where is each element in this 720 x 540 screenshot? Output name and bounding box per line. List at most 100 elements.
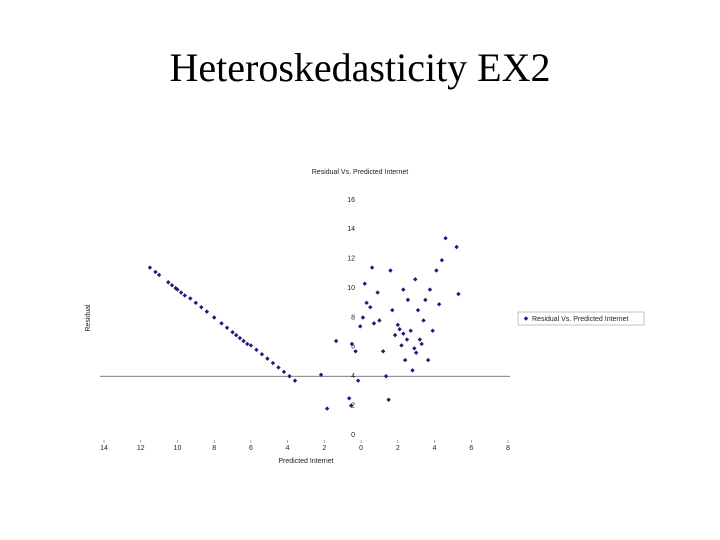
point [224, 325, 230, 330]
x-tick-label: 8 [212, 445, 216, 452]
point [147, 265, 153, 270]
point [456, 291, 461, 297]
y-tick-label: 2 [351, 402, 355, 409]
point [318, 372, 324, 377]
y-tick-label: 0 [351, 432, 355, 439]
x-tick-label: 12 [137, 445, 145, 452]
x-tick-label: 14 [100, 445, 108, 452]
point [281, 369, 287, 375]
legend-marker [523, 316, 529, 321]
y-tick-label: 4 [351, 373, 355, 380]
point [153, 269, 158, 275]
point [292, 378, 298, 383]
legend-box [517, 311, 645, 326]
point [423, 297, 428, 303]
point [234, 332, 239, 338]
point [166, 280, 171, 285]
point [412, 346, 417, 351]
point [371, 321, 377, 326]
point [454, 244, 459, 250]
slide-title: Heteroskedasticity EX2 [170, 45, 551, 90]
point [415, 307, 421, 313]
point [399, 343, 404, 348]
point [188, 296, 193, 301]
point [421, 318, 426, 323]
point [362, 281, 367, 286]
point [443, 235, 448, 241]
y-tick-label: 8 [351, 314, 355, 321]
point [175, 287, 180, 292]
x-tick-label: 8 [506, 445, 510, 452]
y-tick-label: 6 [351, 344, 355, 351]
point [430, 328, 435, 333]
point [156, 272, 162, 278]
point [245, 341, 250, 347]
point [265, 356, 270, 361]
point [241, 338, 246, 344]
point [388, 268, 393, 273]
x-tick-label: 4 [433, 445, 437, 452]
point [248, 343, 254, 348]
point [211, 315, 217, 320]
point [397, 327, 402, 332]
point [182, 293, 187, 298]
point [392, 332, 398, 338]
chart-title: Residual Vs. Predicted Internet [312, 169, 409, 176]
point [368, 305, 373, 310]
point [401, 331, 406, 336]
point [348, 403, 354, 408]
point [375, 290, 380, 295]
y-tick-label: 12 [347, 256, 355, 263]
point [425, 357, 431, 363]
point [390, 307, 395, 313]
x-tick-label: 2 [396, 445, 400, 452]
y-tick-label: 10 [347, 285, 355, 292]
point [434, 268, 439, 273]
point [349, 341, 355, 347]
point [401, 287, 406, 292]
point [353, 349, 358, 354]
point [355, 378, 361, 383]
point [364, 300, 369, 306]
legend-label: Residual Vs. Predicted Internet [532, 316, 629, 323]
point [254, 347, 259, 353]
point [259, 352, 265, 357]
point [405, 297, 411, 303]
x-tick-label: 6 [249, 445, 253, 452]
y-tick-label: 16 [347, 197, 355, 204]
point [436, 302, 442, 307]
point [360, 315, 366, 320]
point [270, 360, 276, 366]
point [410, 368, 415, 373]
x-tick-label: 10 [174, 445, 182, 452]
point [369, 265, 375, 270]
x-tick-label: 0 [359, 445, 363, 452]
point [219, 321, 224, 326]
point [276, 365, 281, 370]
y-tick-label: 14 [347, 226, 355, 233]
point [199, 305, 204, 310]
point [439, 258, 445, 263]
point [178, 290, 184, 295]
point [413, 277, 418, 282]
point [408, 328, 413, 333]
point [413, 350, 419, 355]
point [427, 287, 433, 292]
point [324, 406, 330, 411]
point [333, 338, 339, 344]
x-tick-label: 6 [469, 445, 473, 452]
point [357, 324, 363, 329]
point [383, 374, 389, 379]
point [395, 322, 401, 328]
point [380, 349, 386, 354]
point [204, 309, 210, 314]
x-tick-label: 2 [322, 445, 326, 452]
point [377, 318, 382, 323]
point [404, 337, 410, 342]
x-axis-title: Predicted Internet [278, 458, 333, 465]
point [230, 329, 235, 335]
point [169, 282, 175, 288]
point [287, 374, 292, 379]
